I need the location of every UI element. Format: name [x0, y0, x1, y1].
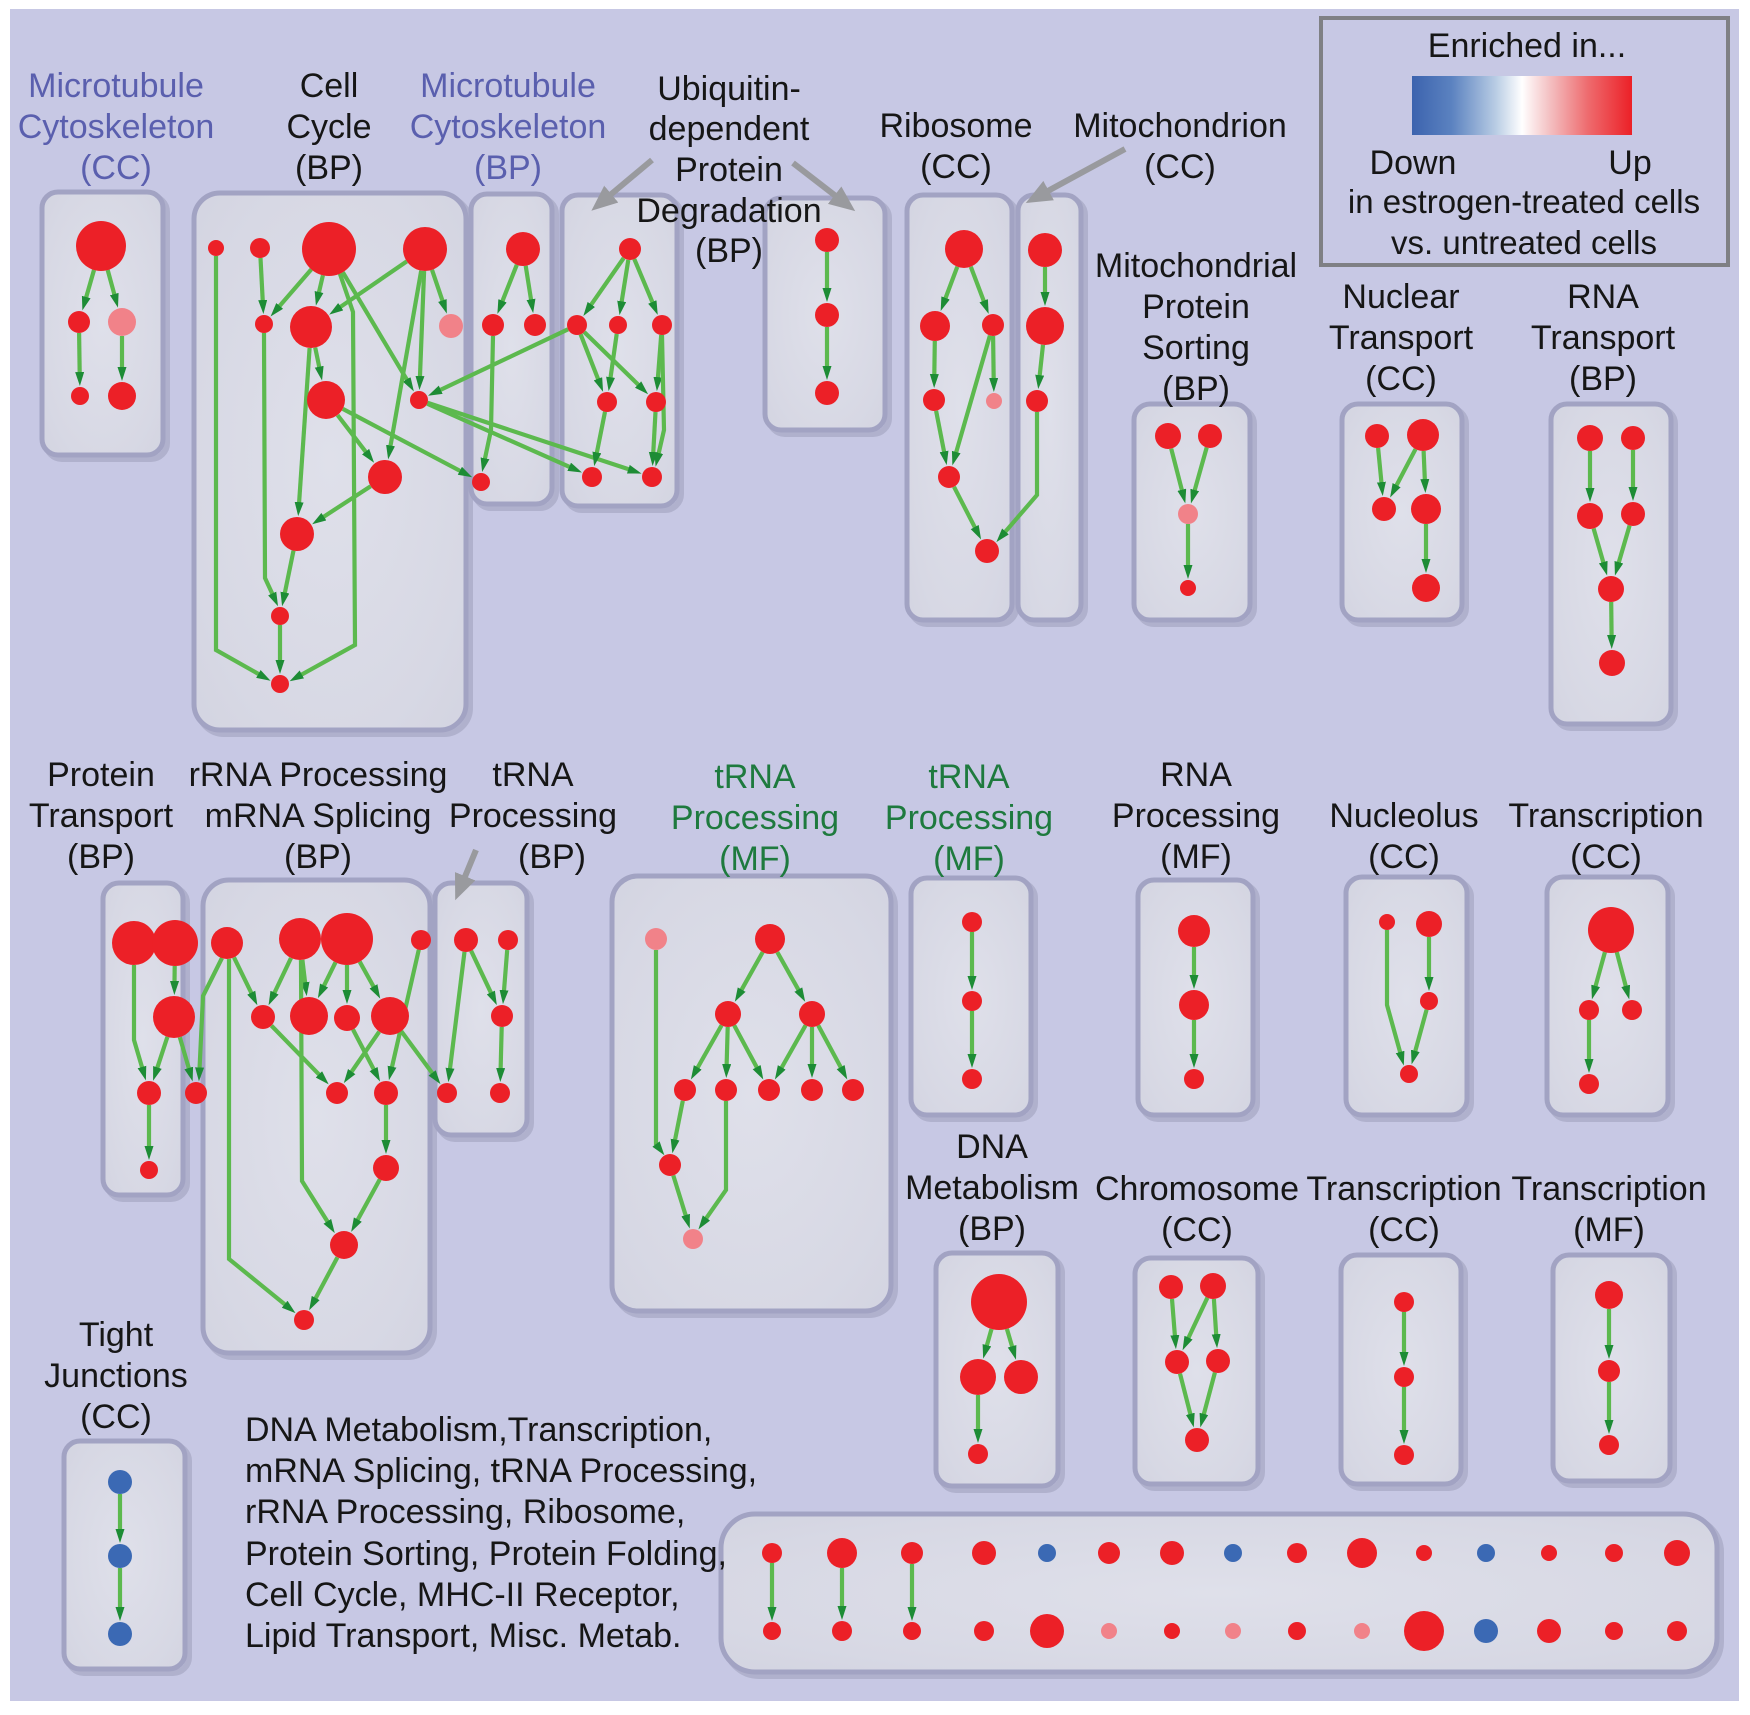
svg-text:(BP): (BP)	[1569, 360, 1637, 398]
svg-text:(CC): (CC)	[1368, 838, 1440, 876]
svg-text:Cell: Cell	[300, 67, 359, 105]
svg-text:Microtubule: Microtubule	[420, 67, 596, 105]
svg-text:Protein: Protein	[675, 151, 783, 189]
svg-text:Transport: Transport	[1531, 319, 1676, 357]
svg-text:(CC): (CC)	[1144, 148, 1216, 186]
svg-text:(BP): (BP)	[295, 149, 363, 187]
svg-text:Protein: Protein	[1142, 288, 1250, 326]
svg-text:(BP): (BP)	[695, 232, 763, 270]
svg-text:Ribosome: Ribosome	[879, 107, 1032, 145]
svg-text:tRNA: tRNA	[492, 756, 574, 794]
svg-text:Transport: Transport	[29, 797, 174, 835]
svg-text:vs. untreated cells: vs. untreated cells	[1391, 224, 1657, 261]
svg-text:(CC): (CC)	[1570, 838, 1642, 876]
svg-text:(CC): (CC)	[920, 148, 992, 186]
svg-text:Transcription: Transcription	[1511, 1170, 1706, 1208]
svg-text:(BP): (BP)	[518, 838, 586, 876]
svg-text:Nucleolus: Nucleolus	[1329, 797, 1478, 835]
svg-text:dependent: dependent	[649, 110, 810, 148]
svg-text:mRNA Splicing: mRNA Splicing	[205, 797, 432, 835]
svg-text:Degradation: Degradation	[636, 192, 821, 230]
svg-text:Enriched in...: Enriched in...	[1428, 27, 1626, 65]
svg-text:(CC): (CC)	[1161, 1211, 1233, 1249]
svg-text:tRNA: tRNA	[928, 758, 1010, 796]
svg-text:Cycle: Cycle	[286, 108, 371, 146]
svg-text:(BP): (BP)	[67, 838, 135, 876]
svg-text:Metabolism: Metabolism	[905, 1169, 1079, 1207]
svg-text:Sorting: Sorting	[1142, 329, 1250, 367]
svg-text:(CC): (CC)	[1365, 360, 1437, 398]
svg-text:(CC): (CC)	[80, 149, 152, 187]
svg-text:(CC): (CC)	[1368, 1211, 1440, 1249]
svg-text:(BP): (BP)	[958, 1210, 1026, 1248]
svg-text:Processing: Processing	[671, 799, 839, 837]
svg-text:(MF): (MF)	[1160, 838, 1232, 876]
svg-text:Junctions: Junctions	[44, 1357, 188, 1395]
svg-text:Transport: Transport	[1329, 319, 1474, 357]
svg-text:Processing: Processing	[885, 799, 1053, 837]
svg-text:Mitochondrial: Mitochondrial	[1095, 247, 1297, 285]
svg-text:Nuclear: Nuclear	[1342, 278, 1459, 316]
svg-text:Cytoskeleton: Cytoskeleton	[410, 108, 607, 146]
svg-text:rRNA Processing, Ribosome,: rRNA Processing, Ribosome,	[245, 1493, 685, 1531]
svg-text:Processing: Processing	[449, 797, 617, 835]
svg-text:RNA: RNA	[1567, 278, 1639, 316]
svg-text:Lipid Transport, Misc. Metab.: Lipid Transport, Misc. Metab.	[245, 1617, 682, 1655]
svg-text:DNA Metabolism,Transcription,: DNA Metabolism,Transcription,	[245, 1411, 712, 1449]
svg-text:Cytoskeleton: Cytoskeleton	[18, 108, 215, 146]
svg-text:(BP): (BP)	[1162, 370, 1230, 408]
svg-text:(BP): (BP)	[284, 838, 352, 876]
svg-text:Transcription: Transcription	[1306, 1170, 1501, 1208]
svg-text:Protein Sorting, Protein Foldi: Protein Sorting, Protein Folding,	[245, 1535, 727, 1573]
svg-text:Mitochondrion: Mitochondrion	[1073, 107, 1287, 145]
svg-text:tRNA: tRNA	[714, 758, 796, 796]
svg-text:Microtubule: Microtubule	[28, 67, 204, 105]
svg-text:Protein: Protein	[47, 756, 155, 794]
svg-text:Up: Up	[1608, 144, 1651, 182]
svg-text:DNA: DNA	[956, 1128, 1028, 1166]
svg-text:(CC): (CC)	[80, 1398, 152, 1436]
svg-text:Cell Cycle, MHC-II Receptor,: Cell Cycle, MHC-II Receptor,	[245, 1576, 680, 1614]
svg-text:Tight: Tight	[79, 1316, 154, 1354]
svg-text:Down: Down	[1370, 144, 1457, 182]
svg-text:RNA: RNA	[1160, 756, 1232, 794]
svg-text:Chromosome: Chromosome	[1095, 1170, 1299, 1208]
svg-text:(BP): (BP)	[474, 149, 542, 187]
svg-text:(MF): (MF)	[1573, 1211, 1645, 1249]
svg-text:Processing: Processing	[1112, 797, 1280, 835]
svg-text:Transcription: Transcription	[1508, 797, 1703, 835]
svg-text:mRNA Splicing, tRNA Processing: mRNA Splicing, tRNA Processing,	[245, 1452, 757, 1490]
svg-text:Ubiquitin-: Ubiquitin-	[657, 70, 801, 108]
svg-text:(MF): (MF)	[719, 840, 791, 878]
svg-text:(MF): (MF)	[933, 840, 1005, 878]
svg-text:in estrogen-treated cells: in estrogen-treated cells	[1348, 183, 1700, 220]
svg-text:rRNA Processing: rRNA Processing	[189, 756, 448, 794]
